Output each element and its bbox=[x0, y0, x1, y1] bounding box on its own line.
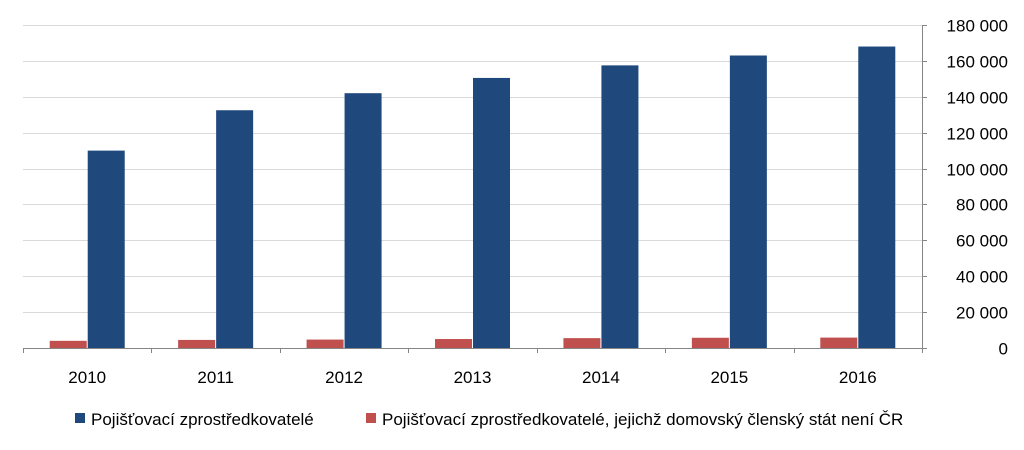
bar-series-2 bbox=[178, 339, 216, 348]
bars bbox=[49, 46, 896, 349]
y-axis-tick-labels: 0 20 000 40 000 60 000 80 000 100 000 120 000 1… bbox=[947, 17, 1008, 359]
y-tick-label: 20 000 bbox=[956, 304, 1008, 323]
bar-series-1 bbox=[858, 46, 896, 349]
y-tick-label: 80 000 bbox=[956, 196, 1008, 215]
x-tick-label: 2014 bbox=[582, 368, 620, 387]
bar-series-1 bbox=[601, 65, 639, 348]
x-tick-label: 2016 bbox=[839, 368, 877, 387]
x-tick-label: 2015 bbox=[710, 368, 748, 387]
bar-series-1 bbox=[216, 110, 254, 348]
legend-label-series-2: Pojišťovací zprostředkovatelé, jejichž d… bbox=[382, 410, 903, 429]
y-tick-label: 100 000 bbox=[947, 161, 1008, 180]
bar-series-1 bbox=[473, 77, 510, 349]
bar-series-2 bbox=[435, 339, 472, 348]
bar-series-1 bbox=[344, 93, 382, 348]
x-tick-label: 2010 bbox=[68, 368, 106, 387]
bar-series-1 bbox=[87, 150, 125, 348]
bar-series-2 bbox=[820, 337, 858, 348]
bar-series-2 bbox=[691, 337, 729, 348]
legend-swatch-series-1 bbox=[75, 413, 85, 423]
legend-swatch-series-2 bbox=[366, 413, 376, 423]
bar-series-1 bbox=[729, 55, 767, 348]
y-tick-label: 40 000 bbox=[956, 268, 1008, 287]
bar-series-2 bbox=[49, 340, 87, 348]
y-tick-label: 120 000 bbox=[947, 125, 1008, 144]
x-tick-label: 2011 bbox=[197, 368, 234, 387]
x-tick-label: 2012 bbox=[325, 368, 363, 387]
y-tick-label: 160 000 bbox=[947, 53, 1008, 72]
legend-label-series-1: Pojišťovací zprostředkovatelé bbox=[91, 410, 314, 429]
y-tick-label: 60 000 bbox=[956, 232, 1008, 251]
y-tick-label: 180 000 bbox=[947, 17, 1008, 36]
legend: Pojišťovací zprostředkovatelé Pojišťovac… bbox=[75, 410, 903, 429]
x-tick-label: 2013 bbox=[454, 368, 492, 387]
bar-series-2 bbox=[306, 339, 344, 348]
axes bbox=[23, 25, 927, 353]
y-tick-label: 0 bbox=[999, 340, 1008, 359]
bar-series-2 bbox=[563, 338, 601, 348]
gridlines bbox=[23, 25, 922, 313]
x-axis-tick-labels: 2010 2011 2012 2013 2014 2015 2016 bbox=[68, 368, 876, 387]
y-tick-label: 140 000 bbox=[947, 89, 1008, 108]
